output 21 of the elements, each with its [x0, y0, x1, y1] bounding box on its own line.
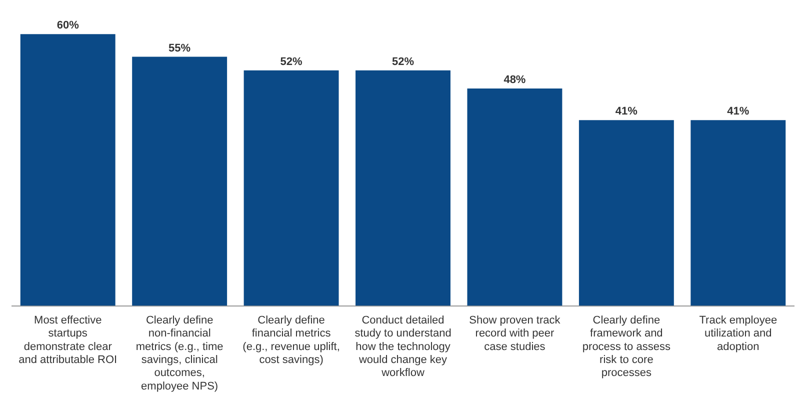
- bar: [467, 88, 562, 306]
- bar: [690, 120, 786, 306]
- x-tick-label: Most effective startups demonstrate clear and attributable ROI: [18, 314, 118, 366]
- x-tick-label: Conduct detailed study to understand how the technology would change key workflow: [354, 314, 452, 380]
- x-tick-label: Clearly define non-financial metrics (e.g., time savings, clinical outcomes, employee NPS): [136, 314, 224, 392]
- x-tick-label: Clearly define framework and process to assess risk to core processes: [582, 314, 671, 380]
- bar: [244, 70, 339, 306]
- x-tick-label: Clearly define financial metrics (e.g., revenue uplift, cost savings): [242, 314, 340, 366]
- data-label: 60%: [56, 20, 80, 32]
- data-label: 41%: [727, 106, 750, 118]
- bar: [356, 70, 450, 306]
- bar: [578, 120, 674, 306]
- data-label: 52%: [280, 56, 303, 68]
- data-label: 52%: [392, 56, 414, 68]
- bar: [20, 34, 116, 306]
- x-tick-label: Show proven track record with peer case studies: [469, 314, 561, 353]
- data-label: 48%: [504, 74, 526, 86]
- data-label: 55%: [168, 42, 191, 54]
- bar: [132, 56, 228, 306]
- data-label: 41%: [615, 106, 638, 118]
- x-tick-label: Track employee utilization and adoption: [699, 314, 778, 353]
